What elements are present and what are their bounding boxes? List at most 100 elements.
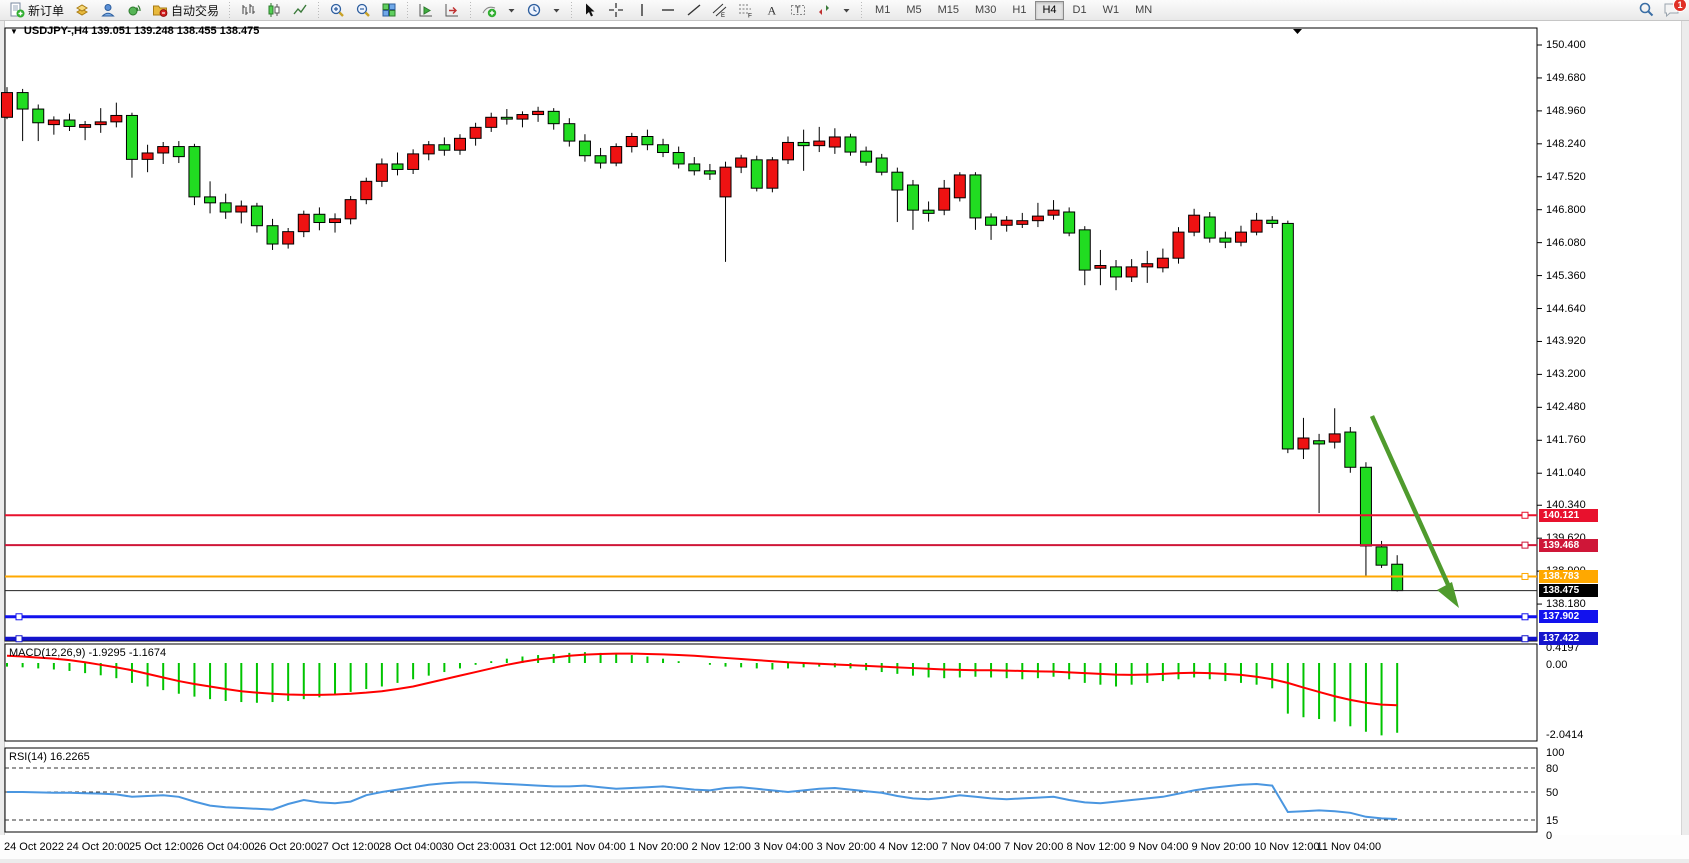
candle-body [141, 152, 154, 160]
candle-body [766, 159, 779, 189]
hline-button[interactable] [655, 0, 681, 21]
candle-body [1141, 263, 1154, 268]
line-handle[interactable] [1521, 572, 1529, 580]
line-handle[interactable] [15, 613, 23, 621]
zoom-out-button[interactable] [350, 0, 376, 21]
chart-window[interactable]: ▼ USDJPY-,H4 139.051 139.248 138.455 138… [0, 21, 1689, 863]
candle-body [1047, 209, 1060, 216]
rsi-tick-label-50: 50 [1546, 787, 1559, 799]
caret-button[interactable] [837, 0, 856, 21]
zoom-in-button[interactable] [324, 0, 350, 21]
price-tick-label: 147.520 [1546, 170, 1586, 183]
chart-canvas[interactable] [0, 21, 1689, 863]
clock-button[interactable] [521, 0, 547, 21]
candle-body [1203, 216, 1216, 239]
timeframe-button-d1[interactable]: D1 [1072, 3, 1087, 16]
scroll-marker-icon[interactable] [1293, 29, 1302, 34]
candle-body [485, 116, 498, 128]
toolbar-separator [468, 2, 474, 18]
line-handle[interactable] [1521, 635, 1529, 643]
new-order-button[interactable]: 新订单 [4, 0, 69, 21]
timeframe-button-mn[interactable]: MN [1135, 3, 1153, 16]
timeframe-button-m15[interactable]: M15 [937, 3, 959, 16]
candles-chart-icon [266, 2, 282, 18]
line-handle[interactable] [15, 635, 23, 643]
candle-body [391, 163, 404, 170]
timeframe-button-h4[interactable]: H4 [1035, 0, 1064, 20]
timeframe-button-m1[interactable]: M1 [875, 3, 891, 16]
cursor-button[interactable] [577, 0, 603, 21]
fibonacci-button[interactable]: F [733, 0, 759, 21]
candle-body [407, 153, 420, 170]
chart-shift-button[interactable] [439, 0, 465, 21]
timeframe-button-m30[interactable]: M30 [975, 3, 997, 16]
price-tick-label: 146.800 [1546, 203, 1586, 216]
signal-button[interactable] [121, 0, 147, 21]
price-tick-label: 143.200 [1546, 368, 1586, 381]
price-tick-label: 149.680 [1546, 71, 1586, 84]
line-handle[interactable] [1521, 613, 1529, 621]
trend-arrow-head[interactable] [1437, 582, 1459, 608]
chevron-down-icon[interactable]: ▼ [10, 26, 18, 36]
price-tick-label: 142.480 [1546, 401, 1586, 414]
trendline-button[interactable] [681, 0, 707, 21]
candle-body [1000, 219, 1013, 226]
indicators-button[interactable] [476, 0, 502, 21]
candle-body [625, 136, 638, 148]
candle-body [16, 92, 29, 110]
timeframe-button-h1[interactable]: H1 [1012, 3, 1027, 16]
trend-arrow-line[interactable] [1369, 415, 1453, 590]
timeframe-button-w1[interactable]: W1 [1102, 3, 1120, 16]
candle-body [1266, 219, 1279, 224]
date-label: 1 Nov 20:00 [629, 841, 689, 853]
date-label: 25 Oct 12:00 [129, 841, 192, 853]
window-right-frame [1681, 21, 1689, 863]
caret-button[interactable] [547, 0, 566, 21]
channel-button[interactable]: E [707, 0, 733, 21]
line-chart-button[interactable] [287, 0, 313, 21]
caret-button[interactable] [502, 0, 521, 21]
vline-button[interactable] [629, 0, 655, 21]
text-button[interactable]: A [759, 0, 785, 21]
line-handle[interactable] [1521, 511, 1529, 519]
candle-body [32, 108, 45, 124]
time-axis[interactable] [0, 835, 1689, 863]
profile-button[interactable] [95, 0, 121, 21]
price-tick-label: 150.400 [1546, 39, 1586, 51]
autoscroll-button[interactable] [413, 0, 439, 21]
text-label-button[interactable]: T [785, 0, 811, 21]
autotrade-button[interactable]: 自动交易 [147, 0, 224, 21]
timeframe-button-m5[interactable]: M5 [906, 3, 922, 16]
candle-body [500, 116, 513, 120]
date-label: 9 Nov 04:00 [1129, 841, 1189, 853]
candle-body [813, 140, 826, 147]
date-label: 24 Oct 20:00 [66, 841, 130, 853]
price-tick-label: 144.640 [1546, 302, 1586, 315]
candle-body [844, 136, 857, 153]
text-label-icon: T [790, 2, 806, 18]
arrows-button[interactable] [811, 0, 837, 21]
price-tick-label: 148.960 [1546, 104, 1586, 117]
gold-cube-button[interactable] [69, 0, 95, 21]
candle-body [750, 159, 763, 189]
candle-body [1344, 431, 1357, 468]
bars-chart-button[interactable] [235, 0, 261, 21]
date-label: 31 Oct 12:00 [504, 841, 567, 853]
date-label: 27 Oct 12:00 [316, 841, 380, 853]
candle-body [422, 144, 435, 155]
toolbar-separator [859, 2, 865, 18]
main-plot-panel[interactable] [4, 27, 1538, 642]
macd-zero-label: 0.00 [1546, 659, 1568, 671]
search-button[interactable] [1638, 1, 1655, 18]
candle-body [1234, 231, 1247, 243]
candles-chart-button[interactable] [261, 0, 287, 21]
tile-windows-button[interactable] [376, 0, 402, 21]
candle-body [47, 119, 60, 126]
crosshair-button[interactable] [603, 0, 629, 21]
chat-button[interactable]: 1 [1663, 0, 1687, 18]
line-handle[interactable] [1521, 541, 1529, 549]
channel-icon: E [712, 2, 728, 18]
price-badge-137.902: 137.902 [1539, 610, 1598, 624]
candle-body [344, 199, 357, 220]
macd-panel[interactable] [4, 643, 1538, 742]
